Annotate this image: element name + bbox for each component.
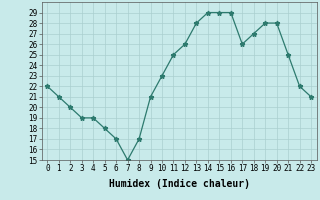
X-axis label: Humidex (Indice chaleur): Humidex (Indice chaleur) bbox=[109, 179, 250, 189]
